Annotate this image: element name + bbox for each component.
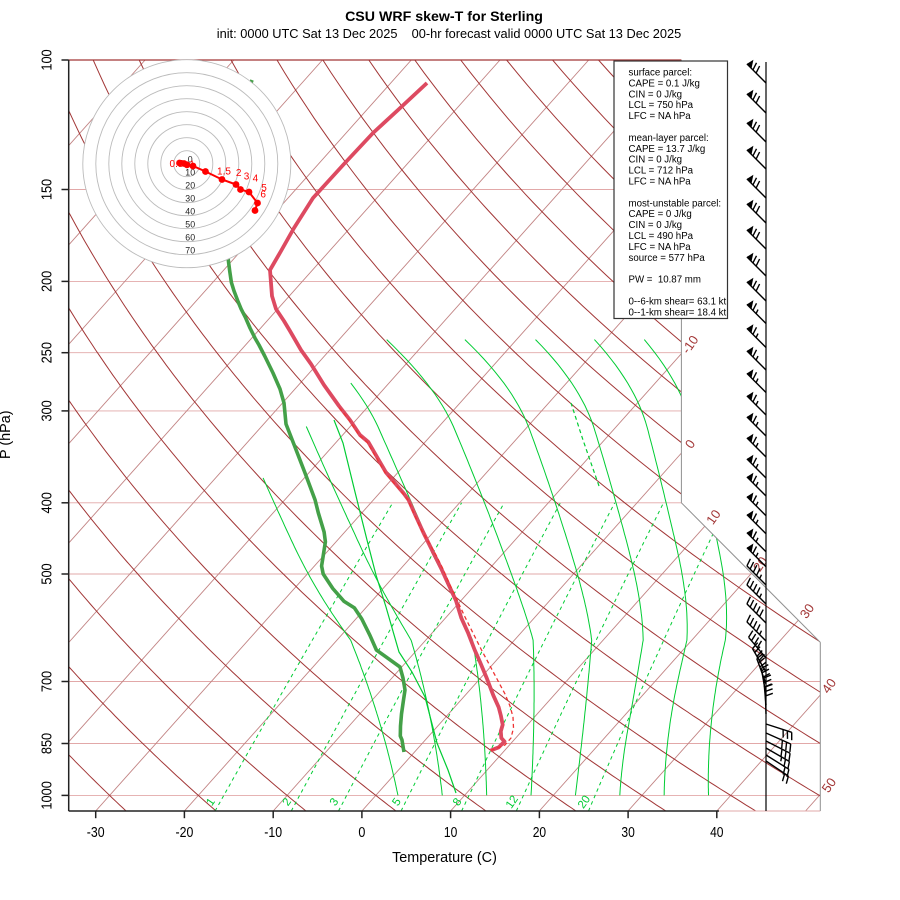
svg-text:CIN = 0 J/kg: CIN = 0 J/kg [629, 220, 683, 231]
svg-text:PW = 10.87 mm: PW = 10.87 mm [629, 275, 701, 286]
svg-text:100: 100 [40, 49, 56, 70]
svg-text:30: 30 [797, 601, 818, 621]
svg-text:700: 700 [40, 671, 56, 692]
svg-text:400: 400 [40, 492, 56, 513]
svg-text:5: 5 [261, 183, 267, 194]
svg-text:1.5: 1.5 [217, 167, 231, 178]
svg-text:-30: -30 [87, 825, 105, 841]
svg-text:1: 1 [189, 160, 195, 171]
svg-text:0--6-km shear= 63.1 kt: 0--6-km shear= 63.1 kt [629, 296, 727, 307]
svg-text:50: 50 [185, 220, 195, 230]
svg-text:0: 0 [188, 155, 193, 165]
svg-text:CSU WRF skew-T for Sterling: CSU WRF skew-T for Sterling [345, 9, 543, 25]
svg-text:40: 40 [819, 676, 840, 696]
svg-text:LFC = NA hPa: LFC = NA hPa [629, 111, 692, 122]
svg-text:LCL = 712 hPa: LCL = 712 hPa [629, 166, 694, 177]
svg-text:200: 200 [40, 271, 56, 292]
svg-text:0.5: 0.5 [170, 159, 184, 170]
svg-text:CAPE = 0 J/kg: CAPE = 0 J/kg [629, 209, 692, 220]
svg-text:init: 0000 UTC Sat 13 Dec 2025: init: 0000 UTC Sat 13 Dec 2025 00-hr for… [217, 26, 682, 41]
svg-text:40: 40 [185, 207, 195, 217]
svg-text:500: 500 [40, 563, 56, 584]
svg-text:250: 250 [40, 342, 56, 363]
svg-text:20: 20 [533, 825, 546, 841]
svg-text:3: 3 [244, 171, 250, 182]
svg-text:850: 850 [40, 733, 56, 754]
svg-text:4: 4 [253, 174, 259, 185]
svg-text:P (hPa): P (hPa) [0, 410, 14, 459]
svg-text:LFC = NA hPa: LFC = NA hPa [629, 242, 692, 253]
svg-text:1000: 1000 [40, 781, 56, 809]
svg-text:20: 20 [185, 181, 195, 191]
svg-text:Temperature (C): Temperature (C) [392, 850, 497, 866]
svg-text:40: 40 [710, 825, 723, 841]
svg-text:CIN = 0 J/kg: CIN = 0 J/kg [629, 155, 683, 166]
svg-text:300: 300 [40, 400, 56, 421]
svg-text:surface parcel:: surface parcel: [629, 68, 693, 79]
svg-text:CAPE = 13.7 J/kg: CAPE = 13.7 J/kg [629, 144, 706, 155]
svg-text:-10: -10 [264, 825, 282, 841]
svg-text:-20: -20 [176, 825, 194, 841]
svg-text:CAPE = 0.1 J/kg: CAPE = 0.1 J/kg [629, 78, 700, 89]
svg-text:6: 6 [260, 190, 266, 201]
svg-text:2: 2 [236, 168, 242, 179]
svg-text:150: 150 [40, 179, 56, 200]
svg-text:10: 10 [185, 168, 195, 178]
svg-text:0: 0 [358, 825, 365, 841]
svg-text:30: 30 [185, 194, 195, 204]
svg-text:10: 10 [703, 507, 724, 527]
svg-text:LCL = 750 hPa: LCL = 750 hPa [629, 100, 694, 111]
svg-text:most-unstable parcel:: most-unstable parcel: [629, 198, 722, 209]
svg-text:source = 577 hPa: source = 577 hPa [629, 253, 706, 264]
svg-text:0--1-km shear= 18.4 kt: 0--1-km shear= 18.4 kt [629, 307, 727, 318]
svg-text:50: 50 [819, 775, 840, 795]
svg-text:30: 30 [621, 825, 634, 841]
svg-text:CIN = 0 J/kg: CIN = 0 J/kg [629, 89, 683, 100]
svg-text:LFC = NA hPa: LFC = NA hPa [629, 177, 692, 188]
svg-text:10: 10 [444, 825, 457, 841]
svg-text:70: 70 [185, 246, 195, 256]
svg-text:LCL = 490 hPa: LCL = 490 hPa [629, 231, 694, 242]
svg-text:60: 60 [185, 233, 195, 243]
svg-text:mean-layer parcel:: mean-layer parcel: [629, 133, 709, 144]
